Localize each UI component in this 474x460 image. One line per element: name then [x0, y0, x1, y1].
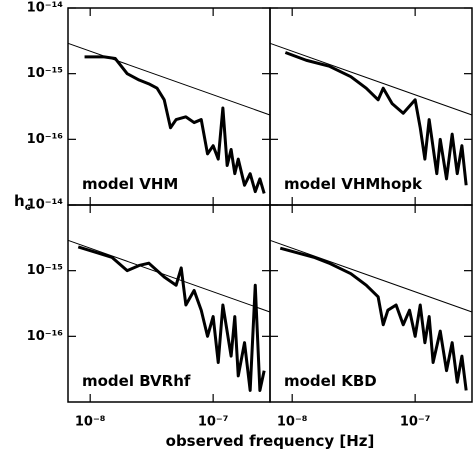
y-tick-label: 10⁻¹⁵ — [27, 263, 63, 278]
data-line — [67, 42, 271, 116]
x-tick-label: 10⁻⁷ — [198, 415, 229, 430]
x-tick-label: 10⁻⁸ — [75, 415, 106, 430]
data-line — [84, 55, 266, 194]
panel-label: model VHM — [82, 175, 178, 193]
y-axis-label-sub: c — [25, 202, 31, 213]
data-line — [269, 42, 473, 116]
y-axis-label-main: h — [14, 192, 25, 210]
y-tick-label: 10⁻¹⁴ — [27, 1, 64, 16]
y-axis-label: hc — [14, 192, 31, 213]
data-line — [284, 51, 468, 186]
x-tick-label: 10⁻⁷ — [400, 415, 431, 430]
data-line — [279, 246, 468, 391]
y-tick-label: 10⁻¹⁵ — [27, 66, 63, 81]
data-line — [269, 239, 473, 313]
panel-frame — [269, 204, 473, 403]
y-tick-label: 10⁻¹⁶ — [27, 329, 64, 344]
data-line — [77, 245, 266, 392]
y-tick-label: 10⁻¹⁴ — [27, 198, 64, 213]
data-line — [67, 239, 271, 313]
y-tick-label: 10⁻¹⁶ — [27, 132, 64, 147]
x-tick-label: 10⁻⁸ — [277, 415, 308, 430]
panel-label: model VHMhopk — [284, 175, 423, 193]
panel-label: model BVRhf — [82, 372, 191, 390]
panel-label: model KBD — [284, 372, 377, 390]
x-axis-label: observed frequency [Hz] — [166, 432, 375, 450]
